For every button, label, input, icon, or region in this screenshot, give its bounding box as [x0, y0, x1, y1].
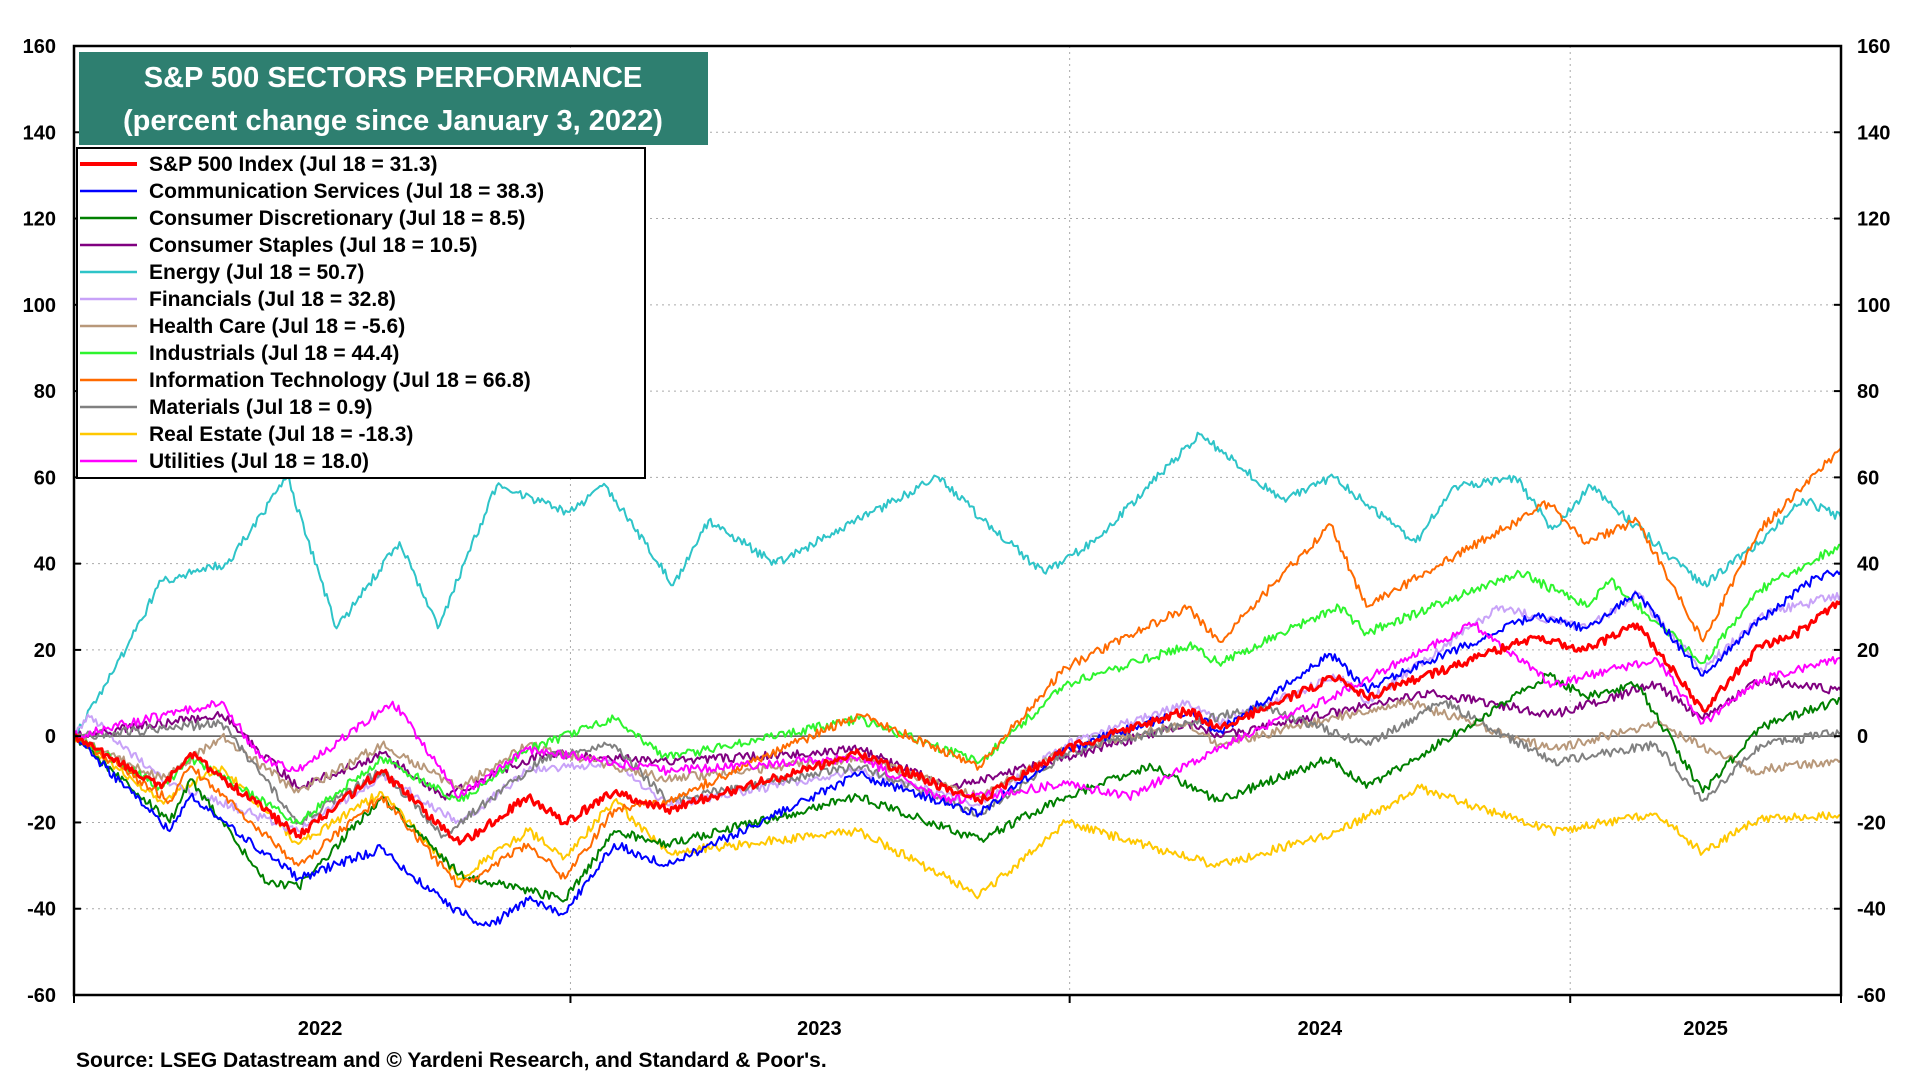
series-line: [73, 600, 1843, 846]
legend-label: Health Care (Jul 18 = -5.6): [149, 315, 405, 338]
y-tick-label-left: 40: [34, 554, 56, 576]
x-tick-label: 2025: [1683, 1018, 1728, 1040]
y-tick-label-right: 140: [1857, 122, 1890, 144]
legend-label: Consumer Discretionary (Jul 18 = 8.5): [149, 207, 525, 230]
y-tick-label-left: 60: [34, 467, 56, 489]
y-tick-label-left: 140: [23, 122, 56, 144]
y-tick-label-right: -60: [1857, 985, 1886, 1007]
y-tick-label-left: 120: [23, 209, 56, 231]
chart-title: S&P 500 SECTORS PERFORMANCE: [144, 62, 643, 94]
legend: S&P 500 Index (Jul 18 = 31.3) Communicati…: [76, 147, 646, 479]
y-tick-label-right: -20: [1857, 812, 1886, 834]
y-tick-label-right: 0: [1857, 726, 1868, 748]
y-tick-label-right: 60: [1857, 467, 1879, 489]
y-tick-label-left: 20: [34, 640, 56, 662]
y-tick-label-right: 20: [1857, 640, 1879, 662]
axes: -60 -60 -40 -40 -20 -20 0 0 20 20 40 40 60 60 80 80 100 1…: [23, 36, 1891, 1040]
series-line: [73, 675, 1842, 801]
x-tick-label: 2022: [298, 1018, 343, 1040]
y-tick-label-left: 100: [23, 295, 56, 317]
x-tick-label: 2024: [1298, 1018, 1343, 1040]
y-tick-label-right: -40: [1857, 899, 1886, 921]
series-line: [73, 447, 1842, 889]
series-line: [73, 543, 1841, 825]
plot-frame: [72, 44, 1843, 997]
chart-subtitle: (percent change since January 3, 2022): [123, 105, 663, 137]
legend-label: Consumer Staples (Jul 18 = 10.5): [149, 234, 478, 257]
legend-label: Financials (Jul 18 = 32.8): [149, 288, 396, 311]
legend-label: Utilities (Jul 18 = 18.0): [149, 450, 369, 473]
gridlines: [74, 46, 1841, 995]
legend-label: Real Estate (Jul 18 = -18.3): [149, 423, 413, 446]
legend-label: Industrials (Jul 18 = 44.4): [149, 342, 399, 365]
y-tick-label-left: -20: [27, 812, 56, 834]
y-tick-label-left: 80: [34, 381, 56, 403]
legend-label: Communication Services (Jul 18 = 38.3): [149, 180, 544, 203]
y-tick-label-right: 40: [1857, 554, 1879, 576]
legend-label: Information Technology (Jul 18 = 66.8): [149, 369, 531, 392]
series-lines: [73, 431, 1843, 927]
title-box: S&P 500 SECTORS PERFORMANCE (percent cha…: [79, 52, 708, 145]
legend-label: Materials (Jul 18 = 0.9): [149, 396, 373, 419]
series-line: [73, 672, 1842, 903]
x-tick-label: 2023: [797, 1018, 842, 1040]
series-line: [73, 431, 1842, 737]
title-background: [79, 52, 708, 145]
y-tick-label-left: -60: [27, 985, 56, 1007]
y-tick-label-left: 0: [45, 726, 56, 748]
y-tick-label-right: 160: [1857, 36, 1890, 58]
series-line: [73, 569, 1842, 927]
legend-box: [76, 147, 646, 479]
series-line: [73, 735, 1842, 900]
y-tick-label-left: -40: [27, 899, 56, 921]
y-tick-label-right: 120: [1857, 209, 1890, 231]
legend-label: Energy (Jul 18 = 50.7): [149, 261, 364, 284]
source-note: Source: LSEG Datastream and © Yardeni Re…: [76, 1049, 827, 1072]
y-tick-label-right: 80: [1857, 381, 1879, 403]
series-line: [73, 621, 1842, 805]
legend-label: S&P 500 Index (Jul 18 = 31.3): [149, 153, 438, 176]
y-tick-label-left: 160: [23, 36, 56, 58]
y-tick-label-right: 100: [1857, 295, 1890, 317]
series-line: [73, 589, 1842, 835]
